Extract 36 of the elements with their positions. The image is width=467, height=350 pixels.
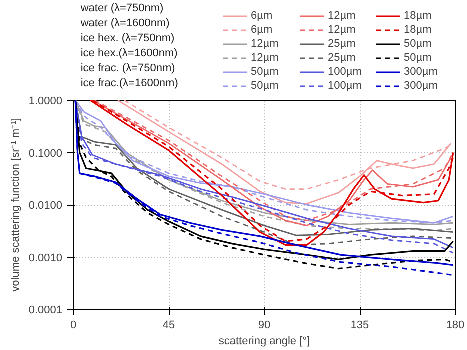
legend-label: 300µm: [404, 80, 438, 92]
legend-label: 18µm: [404, 10, 432, 22]
legend-label: 18µm: [404, 24, 432, 36]
text: ice frac.(λ=1600nm): [80, 78, 178, 90]
legend-label: 6µm: [251, 24, 273, 36]
legend-label: 50µm: [404, 38, 432, 50]
text: water (λ=750nm): [80, 2, 164, 14]
legend-label: 12µm: [251, 38, 279, 50]
x-tick-label: 180: [446, 320, 465, 332]
legend-label: 50µm: [251, 80, 279, 92]
y-tick-label: 0.0001: [28, 304, 63, 316]
legend-label: 100µm: [328, 80, 362, 92]
legend-label: 12µm: [328, 10, 356, 22]
legend-label: 25µm: [328, 38, 356, 50]
legend-label: 300µm: [404, 66, 438, 78]
legend-label: 50µm: [251, 66, 279, 78]
x-tick-label: 45: [162, 320, 176, 332]
x-tick-label: 135: [350, 320, 370, 332]
text: ice frac. (λ=750nm): [80, 62, 176, 74]
x-tick-label: 90: [258, 320, 271, 332]
x-axis-title: scattering angle [°]: [218, 336, 310, 348]
legend-label: 100µm: [328, 66, 362, 78]
legend-label: 12µm: [251, 52, 279, 64]
text: water (λ=1600nm): [80, 18, 170, 30]
text: ice hex. (λ=750nm): [80, 32, 175, 44]
y-tick-label: 0.0100: [28, 200, 63, 212]
legend-label: 25µm: [328, 52, 356, 64]
legend-label: 50µm: [404, 52, 432, 64]
x-tick-label: 0: [70, 320, 77, 332]
y-tick-label: 0.0010: [28, 252, 63, 264]
y-tick-label: 0.1000: [28, 148, 63, 160]
y-axis-title: volume scattering function [sr⁻¹ m⁻¹]: [10, 118, 22, 292]
text: ice hex.(λ=1600nm): [80, 48, 178, 60]
legend-label: 6µm: [251, 10, 273, 22]
legend-label: 12µm: [328, 24, 356, 36]
y-tick-label: 1.0000: [28, 96, 63, 108]
